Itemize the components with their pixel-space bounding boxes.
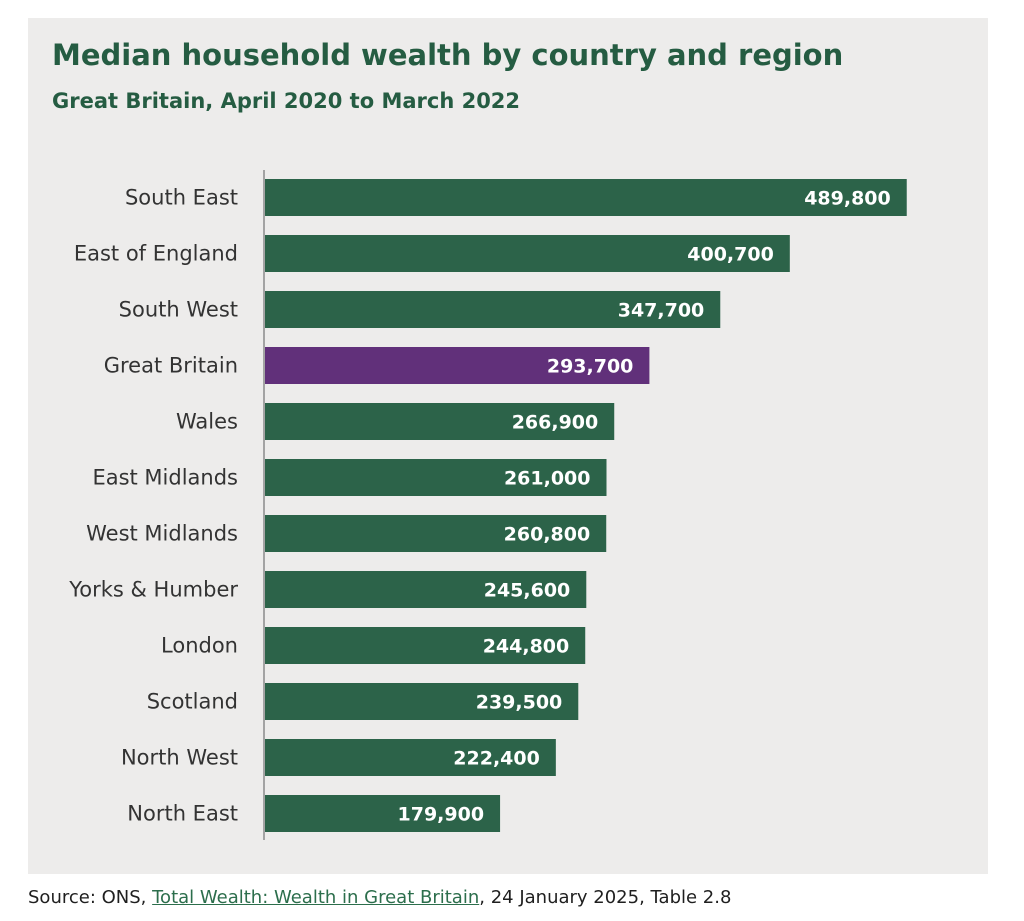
source-suffix: , 24 January 2025, Table 2.8 bbox=[479, 887, 732, 908]
bar-scotland bbox=[264, 683, 579, 720]
category-label: London bbox=[161, 634, 238, 658]
chart-panel: Median household wealth by country and r… bbox=[28, 18, 988, 874]
data-label: 266,900 bbox=[512, 412, 599, 434]
category-label: North West bbox=[121, 746, 238, 770]
data-label: 261,000 bbox=[504, 468, 591, 490]
bar-wales bbox=[264, 403, 615, 440]
data-label: 489,800 bbox=[804, 188, 891, 210]
bar-great-britain bbox=[264, 347, 650, 384]
data-label: 244,800 bbox=[483, 636, 570, 658]
chart-subtitle: Great Britain, April 2020 to March 2022 bbox=[52, 89, 521, 113]
bar-east-of-england bbox=[264, 235, 790, 272]
data-label: 222,400 bbox=[453, 748, 540, 770]
source-note: Source: ONS, Total Wealth: Wealth in Gre… bbox=[28, 887, 731, 908]
data-label: 239,500 bbox=[476, 692, 563, 714]
bar-west-midlands bbox=[264, 515, 607, 552]
category-label: Yorks & Humber bbox=[68, 578, 238, 602]
bar-yorks-humber bbox=[264, 571, 587, 608]
data-label: 179,900 bbox=[398, 804, 485, 826]
chart-title: Median household wealth by country and r… bbox=[52, 38, 844, 72]
bar-south-east bbox=[264, 179, 907, 216]
category-label: Great Britain bbox=[104, 354, 238, 378]
source-prefix: Source: ONS, bbox=[28, 887, 153, 908]
category-label: East of England bbox=[74, 242, 238, 266]
category-label: South East bbox=[125, 186, 238, 210]
category-label: Wales bbox=[176, 410, 238, 434]
category-label: West Midlands bbox=[86, 522, 238, 546]
category-label: North East bbox=[127, 802, 238, 826]
data-label: 347,700 bbox=[618, 300, 705, 322]
category-label: South West bbox=[119, 298, 238, 322]
category-label: Scotland bbox=[147, 690, 238, 714]
data-label: 260,800 bbox=[504, 524, 591, 546]
data-label: 293,700 bbox=[547, 356, 634, 378]
bar-east-midlands bbox=[264, 459, 607, 496]
bar-south-west bbox=[264, 291, 721, 328]
source-link[interactable]: Total Wealth: Wealth in Great Britain bbox=[152, 887, 480, 908]
bar-chart: South East 489,800 East of England 400,700 S… bbox=[68, 170, 907, 840]
data-label: 400,700 bbox=[687, 244, 774, 266]
category-label: East Midlands bbox=[92, 466, 238, 490]
bar-north-east bbox=[264, 795, 501, 832]
data-label: 245,600 bbox=[484, 580, 571, 602]
bar-london bbox=[264, 627, 586, 664]
bar-north-west bbox=[264, 739, 556, 776]
